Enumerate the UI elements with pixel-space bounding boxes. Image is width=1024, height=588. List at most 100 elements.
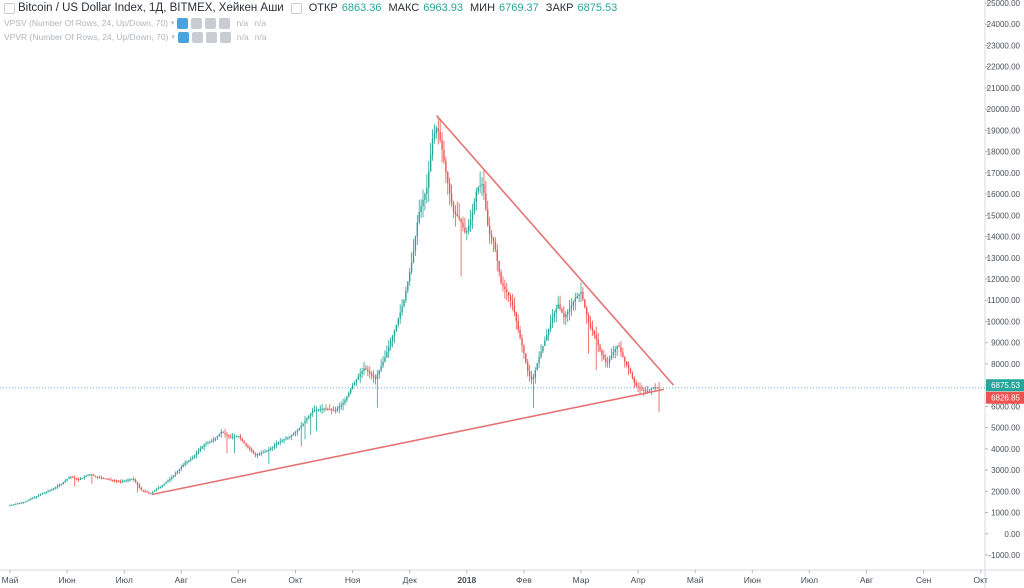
- settings-icon[interactable]: [290, 2, 302, 14]
- y-tick-label: 21000.00: [987, 84, 1021, 93]
- indicator-name[interactable]: VPSV (Number Of Rows, 24, Up/Down, 70): [4, 18, 168, 28]
- candle-body: [300, 425, 302, 429]
- candle-body: [627, 364, 630, 369]
- y-tick-label: 20000.00: [987, 105, 1021, 114]
- y-tick-label: 13000.00: [987, 254, 1021, 263]
- candle-body: [584, 299, 586, 308]
- candle-body: [209, 441, 211, 443]
- candle-body: [72, 476, 74, 478]
- x-tick-label: Июн: [744, 575, 761, 585]
- y-tick-label: 23000.00: [987, 41, 1021, 50]
- candle-body: [487, 209, 489, 226]
- candle-body: [344, 400, 346, 404]
- x-tick-label: Авг: [860, 575, 873, 585]
- candle-body: [574, 298, 576, 302]
- candle-body: [226, 434, 228, 436]
- candle-body: [18, 502, 21, 504]
- candle-body: [277, 442, 280, 444]
- candle-body: [431, 138, 434, 156]
- candle-body: [378, 370, 380, 375]
- candle-body: [570, 305, 573, 309]
- candle-body: [475, 191, 478, 202]
- y-tick-label: 24000.00: [987, 20, 1021, 29]
- indicator-legend-vpvr[interactable]: VPVR (Number Of Rows, 24, Up/Down, 70) ▾…: [4, 31, 267, 43]
- indicator-name[interactable]: VPVR (Number Of Rows, 24, Up/Down, 70): [4, 32, 169, 42]
- candle-body: [403, 300, 405, 307]
- candle-body: [304, 420, 306, 424]
- chart-legend-header: Bitcoin / US Dollar Index, 1Д, BITMEX, Х…: [4, 1, 617, 15]
- candle-body: [563, 312, 565, 318]
- candle-body: [146, 491, 148, 493]
- visibility-eye-icon[interactable]: [177, 17, 189, 29]
- candle-body: [180, 466, 182, 470]
- candle-body: [386, 351, 388, 358]
- candle-body: [544, 340, 546, 347]
- candle-body: [624, 357, 626, 362]
- add-icon[interactable]: [205, 31, 217, 43]
- candle-body: [216, 435, 219, 438]
- x-tick-label: Ноя: [345, 575, 361, 585]
- candle-body: [62, 482, 64, 484]
- candle-body: [405, 290, 407, 301]
- candle-body: [580, 291, 582, 294]
- high-label: МАКС: [388, 2, 420, 14]
- candle-body: [235, 436, 238, 438]
- candle-body: [13, 504, 15, 506]
- candle-body: [559, 304, 561, 309]
- low-value: 6769.37: [499, 2, 539, 14]
- candle-body: [330, 409, 333, 411]
- candle-body: [637, 385, 639, 388]
- close-icon[interactable]: [219, 31, 231, 43]
- candle-body: [551, 317, 554, 324]
- candle-body: [251, 449, 253, 452]
- candle-body: [519, 329, 521, 338]
- candle-body: [336, 408, 339, 411]
- candle-body: [41, 493, 44, 495]
- x-tick-label: Сен: [916, 575, 932, 585]
- candle-body: [359, 373, 361, 377]
- candle-body: [47, 491, 49, 493]
- candle-body: [646, 390, 649, 392]
- candle-body: [351, 385, 354, 389]
- candle-body: [113, 480, 116, 482]
- y-tick-label: 25000.00: [987, 0, 1021, 8]
- candle-body: [165, 482, 167, 484]
- candle-body: [374, 377, 377, 379]
- candle-body: [51, 489, 53, 491]
- add-icon[interactable]: [205, 17, 217, 29]
- candle-body: [104, 478, 106, 480]
- candle-body: [192, 457, 194, 459]
- candle-body: [15, 503, 17, 505]
- dropdown-arrow-icon[interactable]: ▾: [171, 34, 175, 41]
- candle-body: [233, 436, 236, 438]
- candle-body: [610, 355, 613, 359]
- visibility-eye-icon[interactable]: [177, 31, 189, 43]
- x-tick-label: Мар: [573, 575, 590, 585]
- candle-body: [448, 183, 451, 194]
- dropdown-arrow-icon[interactable]: ▾: [170, 20, 175, 27]
- candle-body: [37, 495, 40, 497]
- symbol-title[interactable]: Bitcoin / US Dollar Index, 1Д, BITMEX, Х…: [18, 2, 284, 14]
- candle-body: [157, 487, 160, 490]
- candle-body: [119, 481, 122, 483]
- candle-body: [311, 410, 314, 414]
- collapse-arrow-icon[interactable]: [4, 2, 15, 14]
- candle-body: [308, 415, 310, 419]
- settings-icon[interactable]: [191, 31, 203, 43]
- y-tick-label: 16000.00: [987, 190, 1021, 199]
- candle-body: [43, 492, 45, 494]
- close-icon[interactable]: [219, 17, 231, 29]
- candle-body: [75, 478, 78, 480]
- candle-body: [652, 387, 655, 389]
- candle-body: [74, 477, 76, 479]
- indicator-legend-vpsv[interactable]: VPSV (Number Of Rows, 24, Up/Down, 70) ▾…: [4, 17, 266, 29]
- y-tick-label: 17000.00: [987, 169, 1021, 178]
- descending-trendline: [435, 114, 675, 386]
- settings-icon[interactable]: [191, 17, 203, 29]
- candle-body: [310, 413, 312, 416]
- candle-body: [513, 305, 516, 313]
- candle-body: [511, 300, 514, 306]
- candle-body: [102, 478, 104, 480]
